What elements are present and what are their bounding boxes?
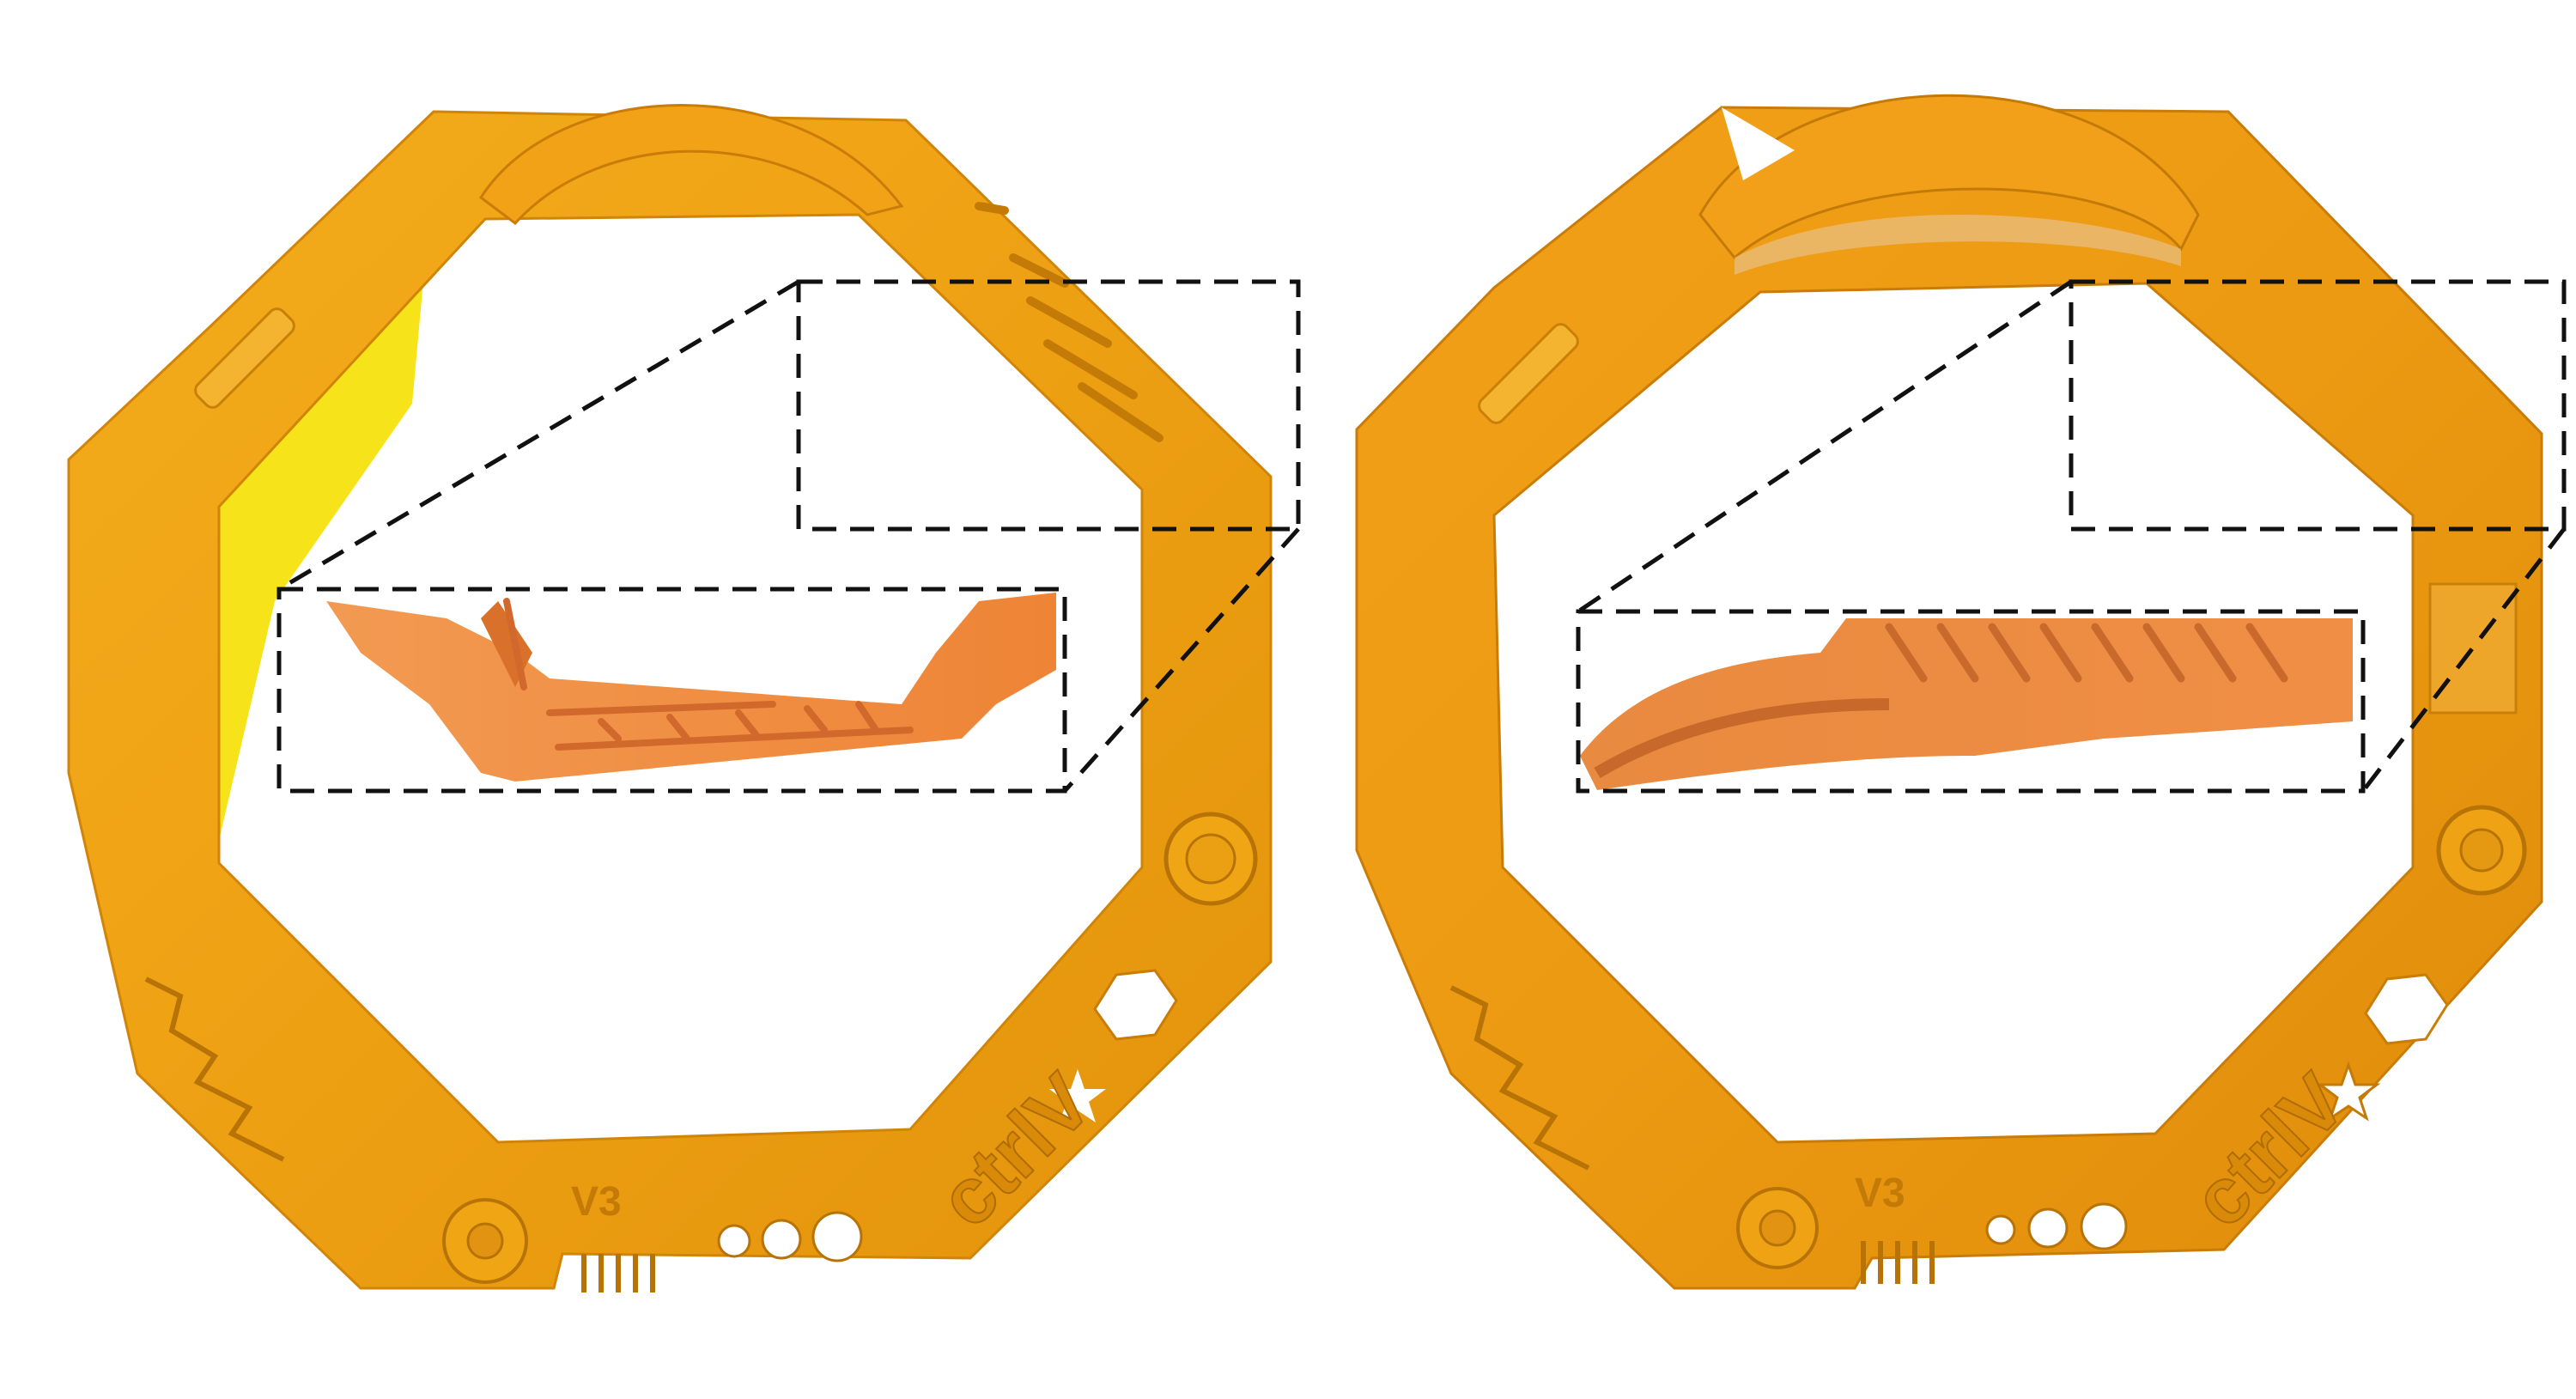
star-mark-right: [2316, 1061, 2381, 1122]
left-panel: ctrlV V3: [67, 104, 1301, 1293]
arch-shadow-right: [1735, 215, 2181, 275]
zoom-connector-bottom-right: [2361, 527, 2566, 793]
embossed-bars-left: [975, 202, 1163, 442]
version-text-left: V3: [571, 1179, 622, 1225]
zoom-source-box-left: [796, 279, 1301, 532]
boss-bottom-inner-left: [466, 1222, 504, 1260]
serrations-right: [1449, 985, 1590, 1171]
inset-box-left: [276, 587, 1067, 794]
hole-medium-right: [2027, 1207, 2069, 1249]
inset-photo-right: [1580, 618, 2353, 790]
hole-medium-left: [761, 1219, 802, 1260]
hole-large-left: [811, 1211, 863, 1262]
zoom-source-box-right: [2069, 279, 2567, 532]
version-text-right: V3: [1855, 1171, 1905, 1216]
octagon-ring-right: [1355, 106, 2543, 1290]
serrations-left: [144, 976, 285, 1162]
notch-right: [1722, 107, 1795, 180]
comb-right: [1861, 1241, 1935, 1284]
hexagon-hole-right: [2364, 973, 2449, 1045]
octagon-ring-left: [67, 110, 1273, 1290]
boss-bottom-inner-right: [1759, 1209, 1796, 1247]
star-mark-left: [1049, 1069, 1106, 1122]
zoom-connector-top-left: [277, 279, 800, 592]
comb-left: [581, 1254, 655, 1293]
raised-tab-left: [194, 307, 295, 409]
hole-small-right: [1985, 1214, 2016, 1245]
textured-square-right: [2428, 582, 2518, 715]
zoom-connector-bottom-left: [1063, 527, 1300, 793]
boss-inner-right: [2459, 828, 2504, 873]
boss-inner-left: [1185, 833, 1236, 885]
zoom-connector-top-right: [1577, 279, 2073, 614]
inset-photo-left: [326, 593, 1056, 782]
bridge-arch-left: [478, 104, 904, 226]
raised-tab-right: [1478, 323, 1579, 424]
hole-small-left: [717, 1224, 751, 1258]
right-panel: ctrlV V3: [1355, 94, 2567, 1290]
hole-large-right: [2080, 1202, 2128, 1250]
inset-box-right: [1576, 609, 2366, 794]
hexagon-hole-left: [1093, 969, 1178, 1041]
bridge-arch-right: [1698, 94, 2200, 260]
